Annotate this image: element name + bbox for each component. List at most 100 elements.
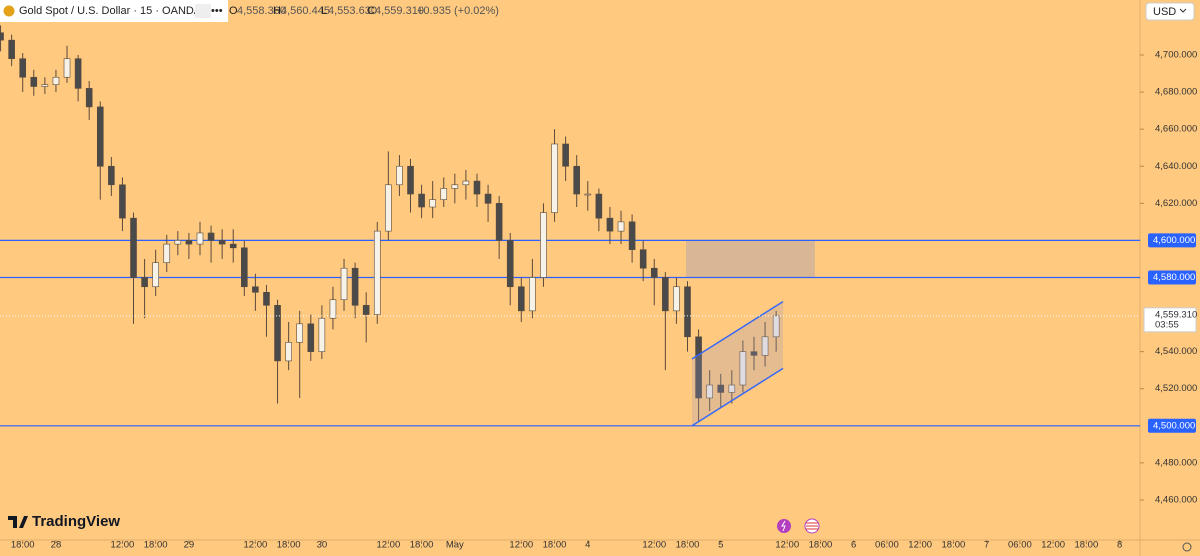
low-value: 4,553.630 [328,5,377,17]
candle-body [418,193,425,208]
x-tick-label: 29 [184,540,195,551]
currency-select[interactable] [1145,2,1195,21]
candle-body [373,230,381,315]
y-tick-label: 4,460.000 [1155,494,1197,505]
zone [686,240,815,278]
y-tick-label: 4,680.000 [1155,87,1197,98]
x-tick-label: 12:00 [908,540,932,551]
candle-body [130,217,137,278]
candle-body [440,188,448,200]
candle-body [595,193,603,219]
x-tick-label: 18:00 [410,540,434,551]
y-tick-label: 4,520.000 [1155,383,1197,394]
candle-body [163,243,171,263]
y-tick-label: 4,660.000 [1155,124,1197,135]
y-tick-label: 4,540.000 [1155,346,1197,357]
level-label: 4,500.000 [1153,420,1195,431]
x-tick-label: 12:00 [376,540,400,551]
open-label: O [229,5,238,17]
candle-body [307,323,315,352]
candle-body [141,277,148,288]
currency[interactable]: USD [1153,6,1176,18]
x-tick-label: 18:00 [942,540,966,551]
more-button[interactable]: ••• [211,5,223,17]
level-label: 4,580.000 [1153,272,1195,283]
candle-body [573,165,581,195]
candle-body [451,184,459,189]
x-tick-label: 18:00 [1074,540,1098,551]
level-label: 4,600.000 [1153,235,1195,246]
candle-body [63,58,71,78]
x-tick-label: 06:00 [875,540,899,551]
currency-caret [1179,8,1187,13]
x-tick-label: 4 [585,540,590,551]
x-tick-label: 30 [317,540,328,551]
channel-line [691,367,784,427]
event-bolt [781,520,786,532]
flag-button[interactable] [195,4,211,18]
x-tick-label: 12:00 [111,540,135,551]
high-value: 4,560.445 [281,5,330,17]
candle-body [473,180,481,195]
candle-body [252,286,259,293]
candle-body [761,336,769,356]
x-tick-label: 12:00 [243,540,267,551]
settings-button[interactable] [1182,542,1192,552]
plot [0,25,1140,427]
x-tick-label: 12:00 [775,540,799,551]
logo-mark [8,516,28,528]
candle-body [296,323,304,343]
candle-body [606,217,614,232]
candle-body [329,299,337,319]
candle-body [8,39,15,60]
candle-body [196,232,204,245]
x-tick-label: 5 [718,540,723,551]
candle-body [662,277,669,312]
candle-body [551,143,558,213]
candle-body [119,184,126,219]
x-tick-label: 6 [851,540,856,551]
candle-body [351,267,359,306]
candle-body [772,315,780,338]
us-flag [806,522,818,530]
candle-body [462,180,470,186]
candle-body [385,184,392,232]
candle-body [407,165,414,195]
candle-body [529,277,536,312]
candle-body [684,286,691,338]
symbol-box [0,0,228,22]
candle-body [0,32,4,41]
x-tick-label: 8 [1117,540,1122,551]
y-tick-label: 4,480.000 [1155,457,1197,468]
candle-body [174,240,182,245]
candle-body [429,199,436,208]
candle-body [52,76,60,85]
candle-body [628,221,636,250]
candle-body [584,193,592,196]
candle-body [74,58,82,89]
symbol-title: Gold Spot / U.S. Dollar · 15 · OANDA [19,5,202,17]
candle-body [318,317,326,352]
candle-body [263,292,270,306]
x-tick-label: 18:00 [543,540,567,551]
candle-body [185,240,193,245]
candle-body [717,384,725,393]
x-tick-label: 28 [51,540,62,551]
candle-body [108,165,115,186]
candle-body [152,262,159,288]
candle-body [650,267,658,278]
y-tick-label: 4,700.000 [1155,50,1197,61]
candle-body [218,240,226,245]
candle-body [706,384,713,399]
close-label: C [367,5,375,17]
x-tick-label: 18:00 [809,540,833,551]
candle-body [229,243,237,249]
candle-body [274,304,281,362]
x-tick-label: 7 [984,540,989,551]
brand-name: TradingView [32,513,120,530]
y-tick-label: 4,620.000 [1155,198,1197,209]
x-tick-label: 18:00 [144,540,168,551]
channel-line [691,300,784,360]
candle-body [506,240,514,288]
